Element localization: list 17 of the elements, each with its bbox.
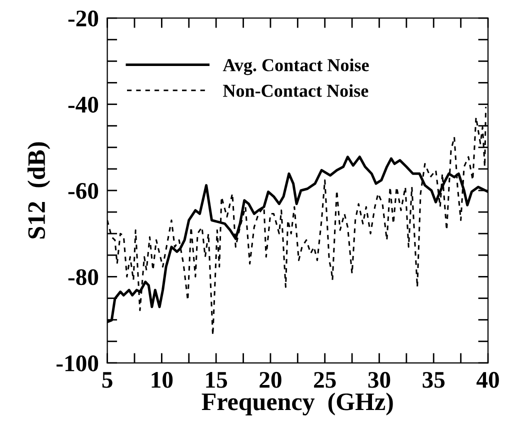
x-tick-label: 30: [368, 372, 390, 388]
x-tick-label: 40: [476, 372, 499, 388]
x-tick-label: 10: [152, 372, 173, 388]
legend-label: Non-Contact Noise: [223, 84, 368, 97]
y-tick-label: -60: [68, 182, 98, 199]
x-tick-label: 35: [422, 372, 445, 388]
x-tick-label: 20: [260, 372, 282, 388]
x-tick-label: 15: [206, 372, 228, 388]
y-tick-label: -20: [68, 10, 98, 26]
y-tick-label: -100: [56, 355, 98, 372]
y-tick-label: -40: [68, 96, 98, 113]
x-tick-label: 25: [314, 372, 336, 388]
legend-label: Avg. Contact Noise: [222, 58, 369, 76]
x-axis-title: Frequency (GHz): [202, 392, 393, 416]
y-axis-title: S12 (dB): [27, 142, 50, 238]
x-tick-label: 5: [102, 372, 112, 388]
y-tick-label: -80: [68, 269, 98, 286]
